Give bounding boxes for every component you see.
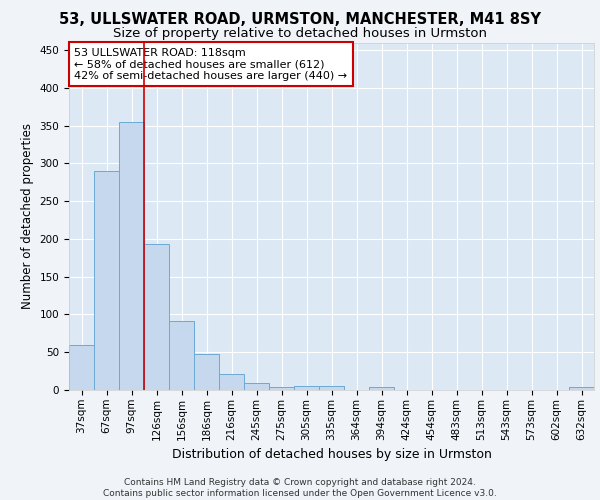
Bar <box>119 122 144 390</box>
Text: 53 ULLSWATER ROAD: 118sqm
← 58% of detached houses are smaller (612)
42% of semi: 53 ULLSWATER ROAD: 118sqm ← 58% of detac… <box>74 48 347 81</box>
Bar <box>94 171 119 390</box>
X-axis label: Distribution of detached houses by size in Urmston: Distribution of detached houses by size … <box>172 448 491 461</box>
Bar <box>319 386 344 390</box>
Bar <box>294 386 319 390</box>
Bar <box>194 354 219 390</box>
Bar <box>69 346 94 390</box>
Bar <box>219 374 244 390</box>
Text: 53, ULLSWATER ROAD, URMSTON, MANCHESTER, M41 8SY: 53, ULLSWATER ROAD, URMSTON, MANCHESTER,… <box>59 12 541 28</box>
Bar <box>269 387 294 390</box>
Text: Size of property relative to detached houses in Urmston: Size of property relative to detached ho… <box>113 28 487 40</box>
Y-axis label: Number of detached properties: Number of detached properties <box>21 123 34 309</box>
Bar <box>144 244 169 390</box>
Bar <box>369 387 394 390</box>
Bar <box>169 320 194 390</box>
Bar <box>569 387 594 390</box>
Bar <box>244 383 269 390</box>
Text: Contains HM Land Registry data © Crown copyright and database right 2024.
Contai: Contains HM Land Registry data © Crown c… <box>103 478 497 498</box>
